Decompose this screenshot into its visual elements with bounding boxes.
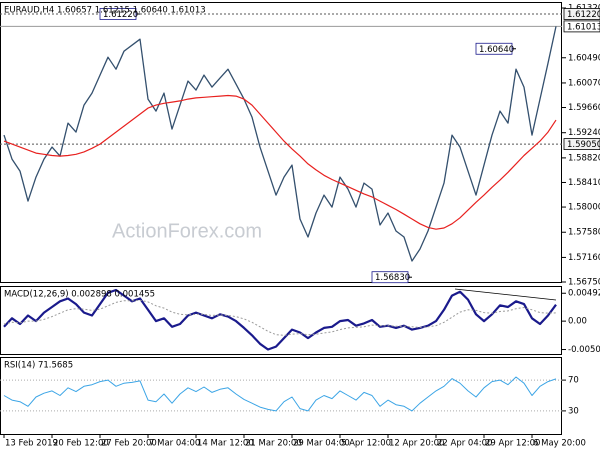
y-tick-label: 1.58820 xyxy=(568,153,600,163)
level-box xyxy=(563,138,600,150)
x-tick-label: 20 Feb 12:00 xyxy=(53,439,109,449)
x-tick-label: 21 Mar 20:00 xyxy=(245,439,302,449)
y-tick-label: 0.004921 xyxy=(568,289,600,299)
y-tick-label: 1.59660 xyxy=(568,103,600,113)
y-tick-label: 1.59240 xyxy=(568,128,600,138)
x-tick-label: 6 May 20:00 xyxy=(533,439,586,449)
x-tick-label: 22 Apr 04:00 xyxy=(437,439,492,449)
panel-frame xyxy=(0,2,562,283)
x-tick-label: 14 Mar 12:00 xyxy=(197,439,254,449)
annotation-label: 1.60640 xyxy=(479,45,514,55)
x-tick-label: 5 Apr 12:00 xyxy=(341,439,391,449)
level-label: 1.59050 xyxy=(567,140,600,150)
panel-title: EURAUD,H4 1.60657 1.61215 1.60640 1.6101… xyxy=(4,6,206,16)
annotation-label: 1.56830 xyxy=(375,273,410,283)
watermark: ActionForex.com xyxy=(112,220,262,242)
series-line xyxy=(3,26,557,262)
x-tick-label: 27 Feb 20:00 xyxy=(101,439,157,449)
y-tick-label: 1.60490 xyxy=(568,53,600,63)
panel-frame xyxy=(0,357,562,435)
x-tick-label: 12 Apr 20:00 xyxy=(389,439,444,449)
level-label: 1.61013 xyxy=(567,22,600,32)
y-tick-label: 1.58000 xyxy=(568,203,600,213)
annotation-label: 1.61220 xyxy=(103,10,138,20)
series-line xyxy=(3,299,557,336)
level-box xyxy=(563,8,600,20)
y-tick-label: 0.00 xyxy=(568,317,587,327)
y-tick-label: 70 xyxy=(568,376,579,386)
x-tick-label: 13 Feb 2019 xyxy=(5,439,58,449)
annotation-box xyxy=(371,271,409,284)
trend-line xyxy=(454,288,557,301)
series-line xyxy=(3,376,557,412)
annotation-box xyxy=(475,42,513,55)
y-tick-label: 1.57580 xyxy=(568,228,600,238)
y-tick-label: 1.56750 xyxy=(568,278,600,288)
annotation-box xyxy=(99,8,137,20)
y-tick-label: 1.60070 xyxy=(568,78,600,88)
x-tick-label: 7 Mar 04:00 xyxy=(149,439,200,449)
panel-title: RSI(14) 71.5685 xyxy=(4,361,73,371)
level-label: 1.61220 xyxy=(567,10,600,20)
series-line xyxy=(3,94,557,230)
y-tick-label: 1.58410 xyxy=(568,178,600,188)
y-tick-label: 30 xyxy=(568,406,579,416)
panel-frame xyxy=(0,286,562,355)
panel-title: MACD(12,26,9) 0.002898 0.001455 xyxy=(4,290,155,300)
x-tick-label: 29 Apr 12:00 xyxy=(485,439,540,449)
y-tick-label: 1.57160 xyxy=(568,253,600,263)
level-box xyxy=(563,20,600,33)
y-tick-label: -0.005011 xyxy=(568,345,600,355)
series-line xyxy=(3,288,557,351)
x-tick-label: 29 Mar 04:00 xyxy=(293,439,350,449)
